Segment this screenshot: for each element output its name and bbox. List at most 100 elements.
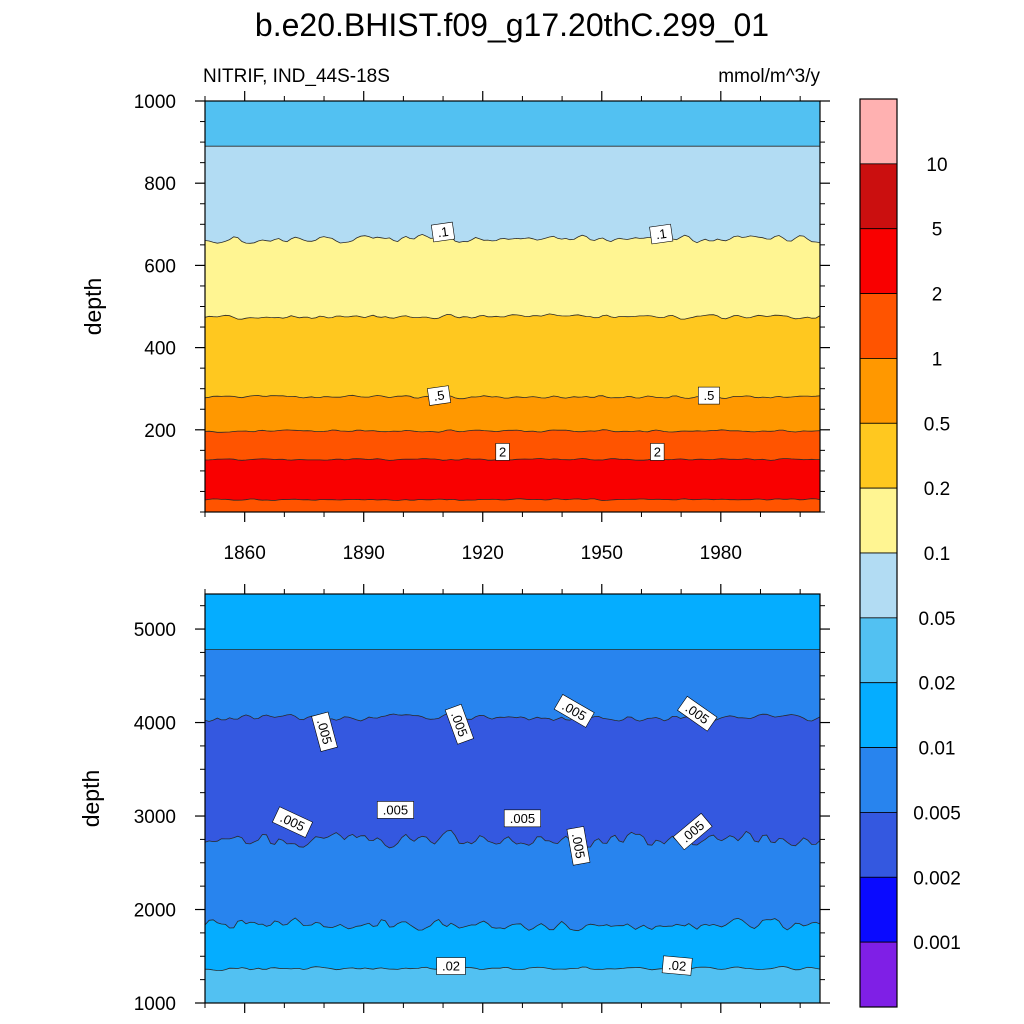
contour-line [205,498,820,502]
y-tick-label: 5000 [134,620,176,641]
colorbar-label: 5 [932,220,943,241]
colorbar-box [859,228,898,294]
colorbar-frame [859,98,898,1008]
colorbar: 10 5 2 1 0.5 0.2 0.1 0.05 0.02 0.01 0.005 0.002 0.00… [859,98,961,1008]
y-tick-label: 1000 [134,994,176,1015]
contour-label: 2 [650,443,665,461]
colorbar-box [859,876,898,943]
colorbar-box [859,682,898,748]
colorbar-label: 0.5 [924,414,950,435]
colorbar-box [859,941,898,1008]
colorbar-box [859,617,898,684]
y-axis-label: depth [78,770,104,828]
contour-label-text: .005 [383,802,408,817]
colorbar-label: 2 [932,285,943,306]
y-tick-label: 3000 [134,807,176,828]
colorbar-label: 0.05 [919,609,956,630]
contour-band [205,234,820,320]
contour-label-text: .02 [442,959,460,974]
contour-band [205,498,820,512]
colorbar-box [859,422,898,489]
contour-label: .1 [430,221,456,243]
colorbar-label: 0.005 [913,803,961,824]
contour-label-text: .005 [510,811,535,826]
contour-line [205,917,820,932]
contour-line [205,429,820,433]
colorbar-label: 0.2 [924,479,950,500]
contour-label: .5 [427,385,452,406]
contour-label-text: .5 [703,388,714,403]
contour-label-text: .5 [433,387,446,403]
contour-label-text: 2 [499,444,506,459]
colorbar-label: 0.002 [913,868,961,889]
colorbar-box [859,812,898,878]
contour-label: .005 [444,703,475,745]
contour-band [205,101,820,147]
x-tick-label: 1890 [343,543,385,564]
contour-band [205,649,820,722]
x-tick-label: 1980 [700,543,742,564]
contour-label: .005 [503,809,541,828]
colorbar-label: 0.1 [924,544,950,565]
contour-line [205,313,820,320]
colorbar-label: 0.02 [919,674,956,695]
contour-band [205,146,820,244]
contour-band [205,458,820,501]
contour-label: .02 [436,957,466,975]
colorbar-box [859,552,898,619]
colorbar-box [859,98,898,165]
colorbar-box [859,487,898,554]
contour-label-text: .1 [437,224,450,240]
contour-band [205,594,820,650]
colorbar-label: 0.001 [913,933,961,954]
colorbar-box [859,163,898,230]
contour-label: .005 [566,826,591,866]
y-tick-label: 200 [144,421,176,442]
y-tick-label: 400 [144,339,176,360]
contour-line [205,829,820,849]
y-axis-label: depth [80,278,106,336]
y-tick-label: 800 [144,174,176,195]
x-tick-label: 1950 [581,543,623,564]
contour-band [205,966,820,1003]
x-tick-label: 1860 [224,543,266,564]
x-tick-label: 1920 [462,543,504,564]
contour-band [205,313,820,399]
contour-band [205,830,820,931]
figure-title: b.e20.BHIST.f09_g17.20thC.299_01 [255,7,769,43]
y-tick-label: 2000 [134,901,176,922]
contour-label: .5 [698,386,720,405]
contour-line [205,233,820,244]
lower-panel: .02.02.005.005.005.005.005.005.005.005.0… [78,584,830,1015]
contour-label-text: .005 [569,832,588,860]
contour-line [205,966,820,972]
contour-label: .02 [661,955,693,976]
y-tick-label: 4000 [134,714,176,735]
colorbar-label: 0.01 [919,739,956,760]
y-tick-label: 1000 [134,92,176,113]
contour-label: .005 [311,711,338,752]
plot-frame [204,593,821,1004]
contour-band [205,713,820,848]
units-label: mmol/m^3/y [718,66,820,87]
colorbar-label: 1 [932,349,943,370]
colorbar-label: 10 [926,155,947,176]
contour-label: 2 [495,443,510,461]
contour-band [205,395,820,433]
contour-label: .1 [649,223,674,245]
contour-line [205,713,820,722]
contour-label-text: .02 [668,957,687,974]
y-tick-label: 600 [144,256,176,277]
contour-label-text: .005 [314,718,335,746]
contour-band [205,918,820,971]
contour-label-text: 2 [654,444,661,459]
contour-band [205,429,820,461]
upper-panel: 2 2 .5 .5 .1 .1 1860 1890 1920 1950 1980 200 400 600 8… [80,91,830,564]
contour-label-text: .1 [655,226,668,242]
contour-label: .005 [376,801,414,819]
colorbar-box [859,293,898,359]
colorbar-box [859,747,898,813]
left-subtitle: NITRIF, IND_44S-18S [203,66,390,87]
colorbar-box [859,358,898,424]
